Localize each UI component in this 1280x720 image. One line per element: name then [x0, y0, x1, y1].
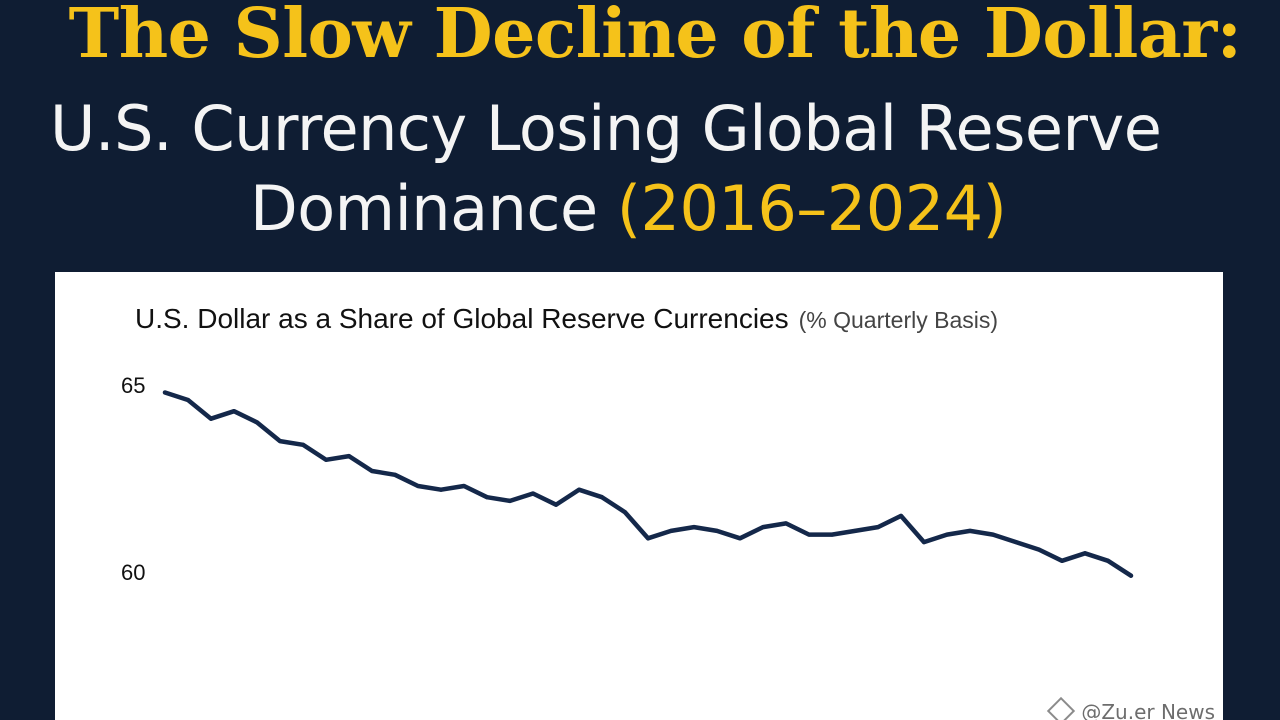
watermark: @Zu.er News	[1047, 696, 1215, 720]
data-point-33	[922, 540, 926, 545]
data-point-1	[186, 398, 190, 402]
headline-subtitle-line1: U.S. Currency Losing Global Reserve	[50, 92, 1162, 165]
data-point-14	[485, 495, 489, 500]
watermark-logo-icon	[1047, 696, 1076, 720]
data-point-31	[876, 525, 880, 530]
data-point-15	[508, 498, 512, 503]
data-point-12	[439, 487, 443, 492]
data-point-6	[301, 442, 305, 447]
y-tick-label-65: 65	[121, 373, 145, 398]
data-point-3	[232, 409, 236, 414]
data-point-7	[324, 457, 328, 462]
data-point-39	[1060, 558, 1064, 563]
data-point-22	[669, 528, 673, 533]
chart-title-main: U.S. Dollar as a Share of Global Reserve…	[135, 303, 789, 334]
data-point-2	[209, 416, 213, 421]
data-point-10	[393, 472, 397, 477]
data-point-29	[830, 532, 834, 537]
data-point-24	[715, 528, 719, 533]
series-line	[162, 390, 1134, 578]
data-point-11	[416, 484, 420, 488]
data-point-36	[991, 532, 995, 537]
data-point-28	[807, 532, 811, 537]
headline-subtitle-line2: Dominance (2016–2024)	[250, 172, 1007, 245]
subtitle-main-text: Dominance	[250, 172, 617, 245]
y-axis-ticks: 60 65	[121, 373, 145, 585]
chart-title: U.S. Dollar as a Share of Global Reserve…	[135, 303, 998, 334]
y-tick-label-60: 60	[121, 560, 145, 585]
data-point-4	[255, 420, 259, 425]
data-point-35	[968, 528, 972, 533]
data-point-19	[600, 495, 604, 500]
chart-panel: U.S. Dollar as a Share of Global Reserve…	[55, 272, 1223, 720]
line-chart: U.S. Dollar as a Share of Global Reserve…	[121, 303, 1134, 585]
data-point-20	[623, 510, 627, 515]
data-point-9	[370, 469, 374, 473]
data-point-40	[1083, 551, 1087, 556]
data-point-13	[462, 484, 466, 488]
data-point-0	[163, 390, 167, 395]
data-point-25	[738, 536, 742, 541]
data-point-27	[784, 521, 788, 526]
data-point-26	[761, 525, 765, 530]
data-point-23	[692, 525, 696, 530]
data-point-21	[646, 536, 650, 541]
subtitle-year-range: (2016–2024)	[616, 172, 1007, 245]
data-points	[163, 390, 1133, 578]
headline-title: The Slow Decline of the Dollar:	[68, 0, 1242, 74]
data-point-5	[278, 439, 282, 444]
watermark-text: @Zu.er News	[1081, 700, 1215, 720]
data-point-41	[1106, 558, 1110, 563]
data-point-16	[531, 491, 535, 496]
data-point-42	[1129, 573, 1133, 578]
data-point-18	[577, 487, 581, 492]
data-point-38	[1037, 547, 1041, 552]
data-point-17	[554, 502, 558, 507]
data-point-34	[945, 532, 949, 537]
data-point-37	[1014, 540, 1018, 545]
data-point-8	[347, 454, 351, 459]
data-point-32	[899, 513, 903, 518]
chart-title-unit: (% Quarterly Basis)	[799, 307, 998, 333]
data-point-30	[853, 528, 857, 533]
